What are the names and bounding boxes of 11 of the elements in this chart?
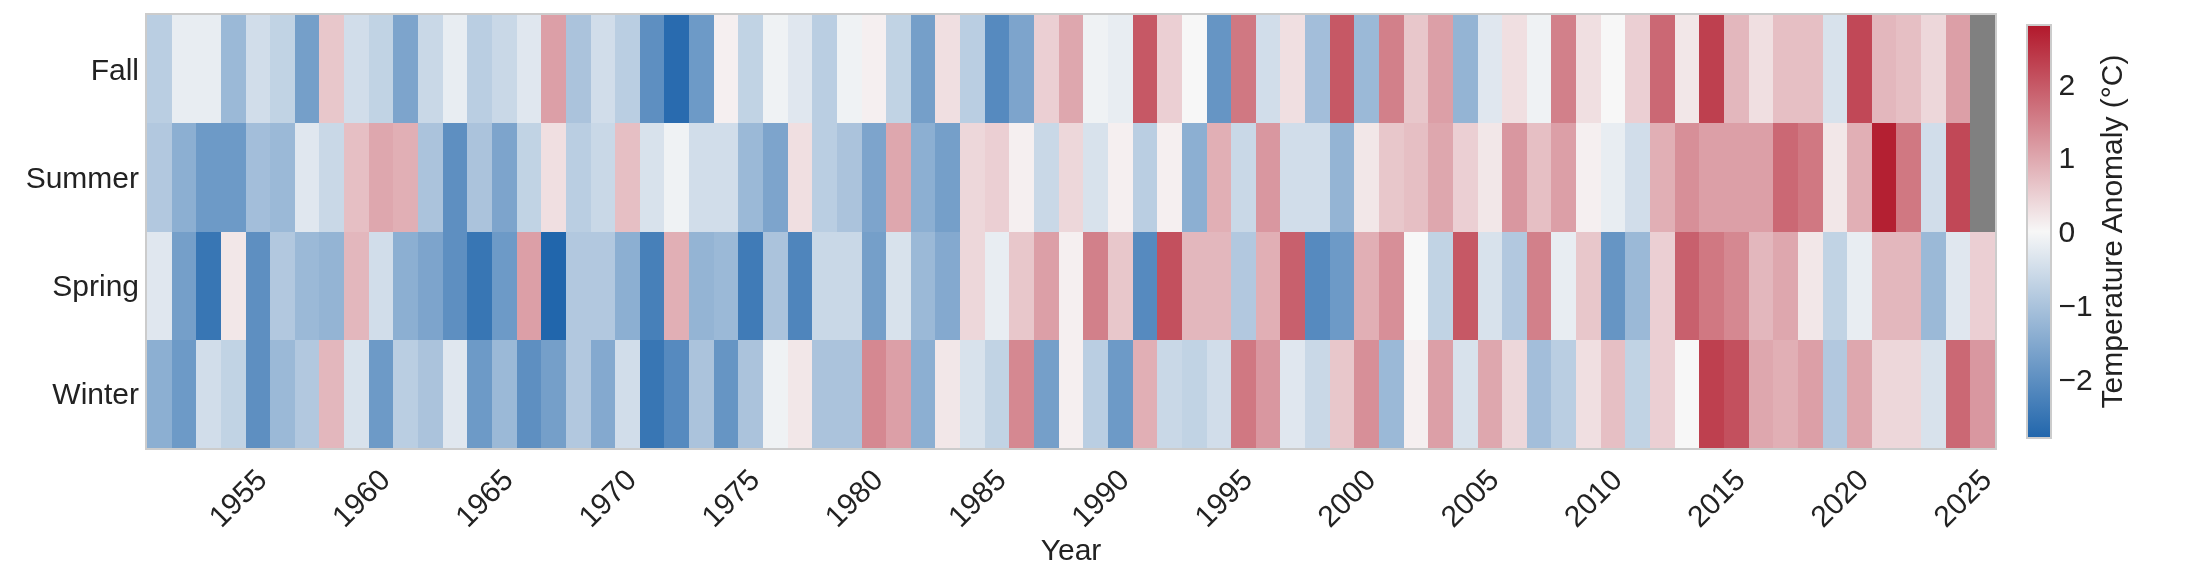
color-bar-label: −2 — [2058, 362, 2093, 396]
y-tick-label: Summer — [25, 160, 139, 194]
color-bar-label: −1 — [2058, 288, 2093, 322]
color-bar-label: 2 — [2058, 67, 2076, 101]
y-tick-label: Fall — [90, 52, 139, 86]
color-bar-label: 1 — [2058, 141, 2076, 175]
color-bar-label: 0 — [2058, 215, 2076, 248]
x-axis-title: Year — [1040, 533, 1102, 567]
y-tick-label: Winter — [52, 377, 139, 411]
y-tick-label: Spring — [52, 269, 139, 303]
color-bar-title: Temperature Anomaly (°C) — [2094, 54, 2128, 409]
